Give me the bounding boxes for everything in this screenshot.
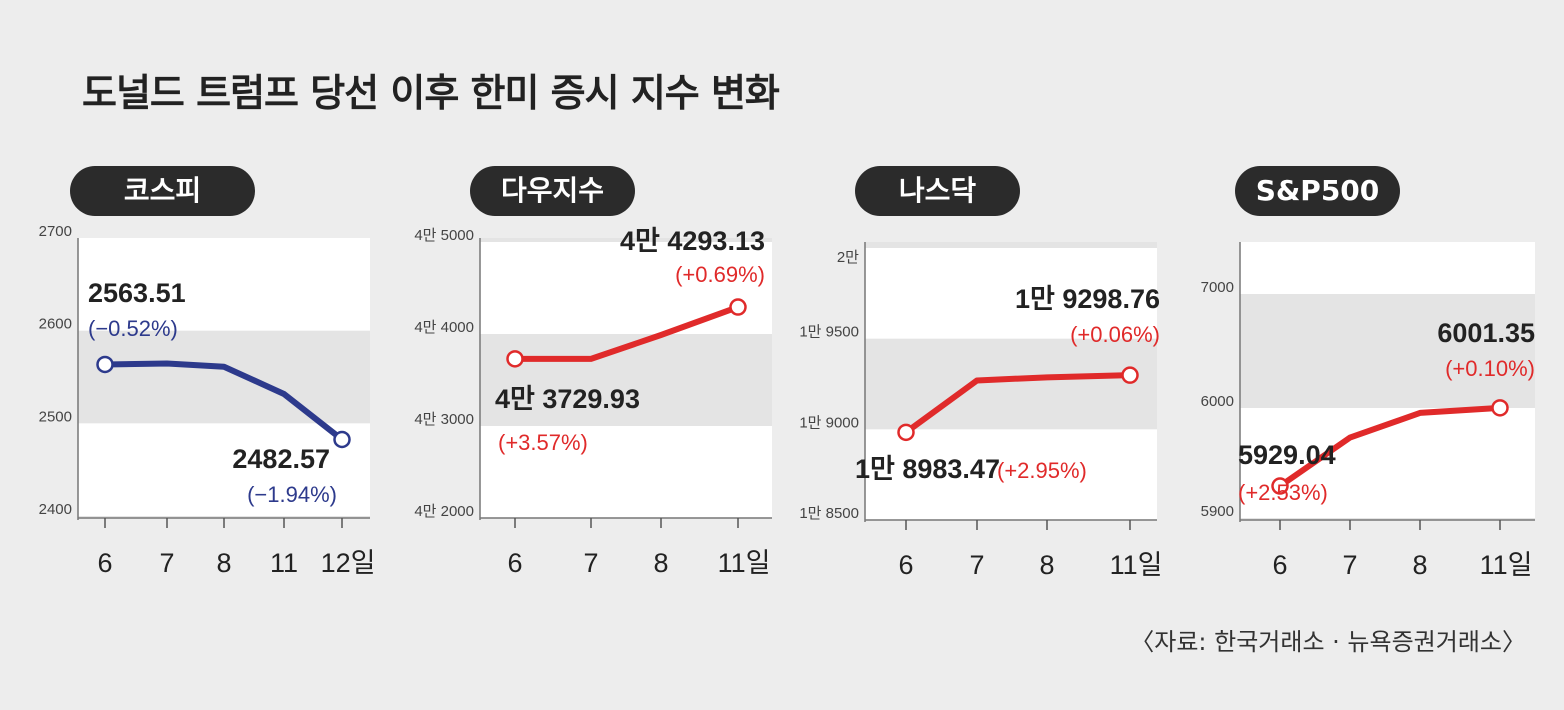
grid-band xyxy=(865,429,1157,520)
y-tick-label: 2500 xyxy=(39,408,72,425)
panel-kospi: 코스피 2700 2600 2500 2400 6 7 8 11 12일 2563.51 (−0.5… xyxy=(20,160,410,600)
x-tick-label: 6 xyxy=(1272,550,1287,580)
end-value-label: 6001.35 xyxy=(1437,318,1535,348)
label-nasdaq: 나스닥 xyxy=(855,166,1020,216)
start-change-label: (+2.53%) xyxy=(1238,480,1328,505)
x-tick-label: 8 xyxy=(653,548,668,578)
start-point-marker xyxy=(1271,477,1289,495)
label-kospi: 코스피 xyxy=(70,166,255,216)
end-change-label: (+0.69%) xyxy=(675,262,765,287)
start-value-label: 1만 8983.47 xyxy=(855,454,1000,484)
grid-band xyxy=(865,248,1157,339)
y-tick-label: 4만 2000 xyxy=(414,503,474,520)
chart-sp500: 7000 6000 5900 6 7 8 11일 5929.04 (+2.53%) 6001.35… xyxy=(1201,242,1535,580)
x-tick-label: 6 xyxy=(898,550,913,580)
x-tick-label: 8 xyxy=(216,548,231,578)
series-line xyxy=(1277,404,1503,490)
y-tick-label: 5900 xyxy=(1201,503,1234,520)
y-tick-label: 2400 xyxy=(39,501,72,518)
x-tick-label: 11 xyxy=(270,548,298,578)
y-tick-label: 2700 xyxy=(39,223,72,240)
end-change-label: (+0.10%) xyxy=(1445,356,1535,381)
panel-dow: 다우지수 4만 5000 4만 4000 4만 3000 4만 2000 6 7 8 11일 4… xyxy=(395,160,785,600)
grid-band xyxy=(1240,242,1535,294)
x-tick-label: 11일 xyxy=(1110,550,1163,580)
chart-dow: 4만 5000 4만 4000 4만 3000 4만 2000 6 7 8 11일 4만 372… xyxy=(414,226,772,578)
end-value-label: 2482.57 xyxy=(232,444,330,474)
y-tick-label: 4만 5000 xyxy=(414,227,474,244)
chart-kospi: 2700 2600 2500 2400 6 7 8 11 12일 2563.51 (−0.52%) 2… xyxy=(39,223,376,578)
start-point-marker xyxy=(897,423,915,442)
x-tick-label: 8 xyxy=(1039,550,1054,580)
grid-band xyxy=(78,423,370,516)
y-tick-label: 2600 xyxy=(39,316,72,333)
start-value-label: 5929.04 xyxy=(1238,440,1336,470)
source-note: 〈자료: 한국거래소 · 뉴욕증권거래소〉 xyxy=(1130,628,1526,656)
start-value-label: 2563.51 xyxy=(88,278,186,308)
x-tick-label: 7 xyxy=(159,548,174,578)
grid-band xyxy=(480,426,772,518)
x-tick-label: 8 xyxy=(1412,550,1427,580)
end-point-marker xyxy=(1491,399,1509,417)
label-sp500: S&P500 xyxy=(1235,166,1400,216)
x-tick-label: 12일 xyxy=(321,548,376,578)
x-tick-label: 7 xyxy=(969,550,984,580)
y-tick-label: 6000 xyxy=(1201,393,1234,410)
x-tick-label: 11일 xyxy=(718,548,771,578)
chart-title: 도널드 트럼프 당선 이후 한미 증시 지수 변화 xyxy=(82,71,780,115)
series-line xyxy=(512,304,741,362)
end-point-marker xyxy=(1121,366,1139,384)
x-tick-label: 6 xyxy=(507,548,522,578)
y-tick-label: 1만 8500 xyxy=(799,505,859,522)
start-point-marker xyxy=(506,350,524,368)
panel-sp500: S&P500 7000 6000 5900 6 7 8 11일 5929.04 (+2.53%)… xyxy=(1170,160,1560,600)
x-tick-label: 6 xyxy=(97,548,112,578)
panel-nasdaq: 나스닥 2만 1만 9500 1만 9000 1만 8500 6 7 8 11일 1만 8983… xyxy=(785,160,1175,600)
end-value-label: 4만 4293.13 xyxy=(620,226,765,256)
x-tick-label: 11일 xyxy=(1480,550,1533,580)
y-tick-label: 2만 xyxy=(837,249,859,266)
y-tick-label: 4만 3000 xyxy=(414,411,474,428)
grid-band xyxy=(480,242,772,334)
label-dow: 다우지수 xyxy=(470,166,635,216)
start-change-label: (−0.52%) xyxy=(88,316,178,341)
y-tick-label: 1만 9500 xyxy=(799,324,859,341)
end-change-label: (+0.06%) xyxy=(1070,322,1160,347)
start-change-label: (+3.57%) xyxy=(498,430,588,455)
end-change-label: (−1.94%) xyxy=(247,482,337,507)
y-tick-label: 4만 4000 xyxy=(414,319,474,336)
end-point-marker xyxy=(333,430,351,449)
start-change-label: (+2.95%) xyxy=(997,458,1087,483)
end-value-label: 1만 9298.76 xyxy=(1015,284,1160,314)
series-line xyxy=(102,360,345,443)
start-point-marker xyxy=(96,355,114,374)
series-line xyxy=(903,372,1133,436)
x-tick-label: 7 xyxy=(583,548,598,578)
x-tick-label: 7 xyxy=(1342,550,1357,580)
start-value-label: 4만 3729.93 xyxy=(495,384,640,414)
grid-band xyxy=(78,238,370,331)
y-tick-label: 1만 9000 xyxy=(799,414,859,431)
y-tick-label: 7000 xyxy=(1201,279,1234,296)
end-point-marker xyxy=(729,298,747,316)
